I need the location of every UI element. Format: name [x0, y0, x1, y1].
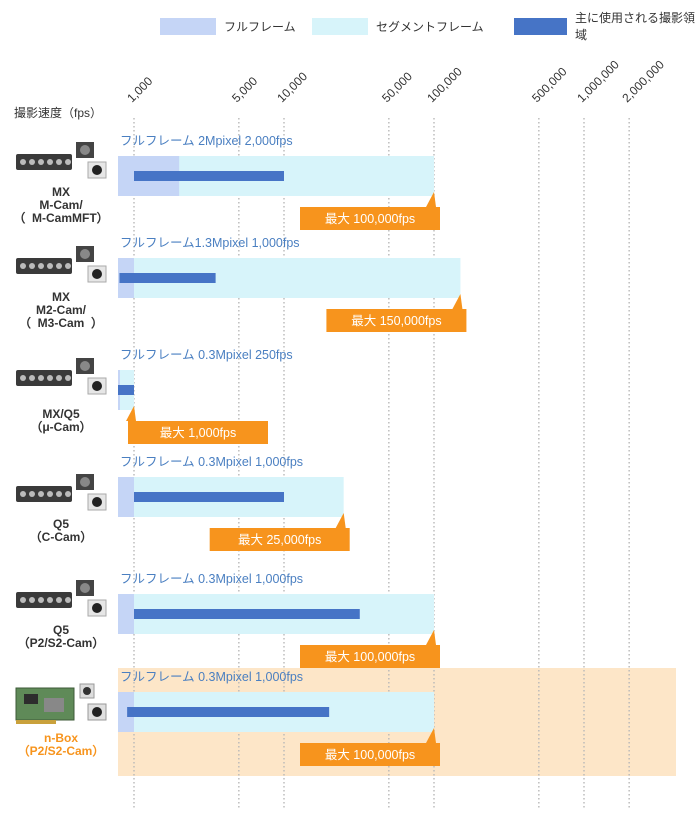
- max-speed-callout: [300, 743, 440, 766]
- main-range-bar: [134, 492, 284, 502]
- x-tick-label: 1,000,000: [574, 57, 622, 105]
- legend-label: セグメントフレーム: [376, 19, 484, 34]
- legend-item: セグメントフレーム: [312, 16, 484, 36]
- max-speed-label: 最大 150,000fps: [351, 314, 441, 328]
- fullframe-label: フルフレーム 0.3Mpixel 1,000fps: [120, 455, 303, 469]
- max-speed-label: 最大 25,000fps: [238, 533, 321, 547]
- full-frame-bar: [118, 477, 134, 517]
- legend-swatch: [160, 17, 216, 35]
- callout-pointer: [452, 294, 463, 309]
- main-range-bar: [118, 385, 134, 395]
- main-range-bar: [127, 707, 330, 717]
- fullframe-label: フルフレーム 2Mpixel 2,000fps: [120, 134, 293, 148]
- callout-pointer: [126, 406, 136, 421]
- x-tick-label: 10,000: [274, 69, 310, 105]
- camera-name: Q5 （C-Cam）: [29, 517, 93, 544]
- max-speed-label: 最大 100,000fps: [325, 748, 415, 762]
- fullframe-label: フルフレーム 0.3Mpixel 1,000fps: [120, 670, 303, 684]
- legend-label: フルフレーム: [224, 19, 296, 34]
- full-frame-bar: [118, 692, 134, 732]
- camera-product-image: [16, 358, 107, 395]
- callout-pointer: [426, 728, 436, 743]
- max-speed-label: 最大 1,000fps: [160, 426, 236, 440]
- max-speed-label: 最大 100,000fps: [325, 212, 415, 226]
- main-range-bar: [134, 171, 284, 181]
- fullframe-label: フルフレーム 0.3Mpixel 250fps: [120, 348, 293, 362]
- max-speed-callout: [300, 645, 440, 668]
- max-speed-callout: [326, 309, 467, 332]
- legend-item: フルフレーム: [160, 16, 296, 36]
- callout-pointer: [426, 192, 436, 207]
- camera-product-image: [16, 474, 107, 511]
- x-tick-label: 50,000: [379, 69, 415, 105]
- fullframe-label: フルフレーム 0.3Mpixel 1,000fps: [120, 572, 303, 586]
- main-range-bar: [119, 273, 216, 283]
- max-speed-callout: [209, 528, 350, 551]
- legend-swatch: [514, 17, 568, 35]
- max-speed-callout: [128, 421, 268, 444]
- main-range-bar: [134, 609, 360, 619]
- x-tick-label: 100,000: [424, 64, 465, 105]
- camera-name: n-Box （P2/S2-Cam）: [17, 731, 105, 758]
- legend-item: 主に使用される撮影領域: [514, 11, 700, 42]
- legend-swatch: [312, 17, 368, 35]
- max-speed-callout: [300, 207, 440, 230]
- callout-pointer: [426, 630, 436, 645]
- callout-pointer: [335, 513, 346, 528]
- max-speed-label: 最大 100,000fps: [325, 650, 415, 664]
- fullframe-label: フルフレーム1.3Mpixel 1,000fps: [120, 236, 300, 250]
- camera-name: MX/Q5 （μ-Cam）: [30, 407, 92, 434]
- x-tick-label: 500,000: [529, 64, 570, 105]
- camera-name: MX M-Cam/ （ M-CamMFT）: [13, 185, 109, 225]
- x-tick-label: 1,000: [124, 74, 155, 105]
- camera-product-image: [15, 683, 107, 724]
- full-frame-bar: [118, 594, 134, 634]
- camera-product-image: [16, 246, 107, 283]
- y-axis-label: 撮影速度（fps）: [14, 106, 103, 120]
- camera-name: Q5 （P2/S2-Cam）: [17, 623, 105, 650]
- x-tick-label: 2,000,000: [619, 57, 667, 105]
- camera-name: MX M2-Cam/ （ M3-Cam ）: [18, 290, 103, 330]
- x-tick-label: 5,000: [229, 74, 260, 105]
- legend-label: 主に使用される撮影領域: [575, 11, 696, 42]
- camera-product-image: [16, 142, 107, 179]
- camera-product-image: [16, 580, 107, 617]
